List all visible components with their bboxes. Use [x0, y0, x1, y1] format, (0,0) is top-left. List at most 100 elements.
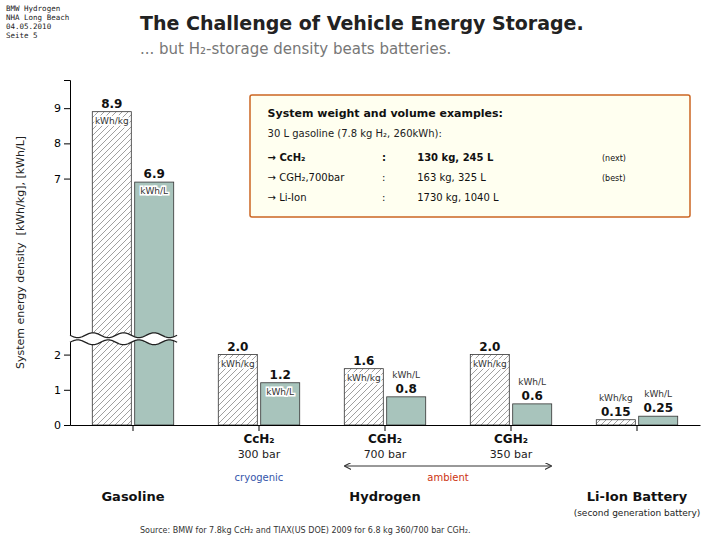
data-label: 6.9 [144, 167, 165, 181]
info-box: System weight and volume examples: 30 L g… [250, 95, 690, 217]
x-tick-mark [385, 425, 386, 431]
bar [261, 383, 300, 425]
y-tick-label: 1 [54, 384, 61, 397]
x-tick-label: CGH₂ [494, 432, 528, 446]
group-label: Hydrogen [349, 489, 420, 504]
data-label: 0.25 [643, 401, 673, 415]
y-tick-mark [64, 425, 70, 426]
bar [387, 397, 426, 425]
unit-label: kWh/kg [473, 359, 507, 369]
y-tick: 2 [54, 349, 70, 362]
title: The Challenge of Vehicle Energy Storage. [140, 12, 584, 34]
info-box-cell: : [382, 172, 385, 183]
info-box-cell: 130 kg, 245 L [417, 152, 494, 163]
unit-label: kWh/L [518, 377, 546, 387]
axis-break-fill [70, 333, 177, 345]
watermark: BMW Hydrogen [6, 4, 60, 13]
category-sublabel: 700 bar [364, 448, 407, 461]
info-box-title: System weight and volume examples: [268, 107, 503, 120]
data-label: 0.6 [522, 389, 543, 403]
x-tick: CGH₂ [494, 425, 528, 446]
x-tick-mark [511, 425, 512, 431]
x-tick-label: CcH₂ [243, 432, 274, 446]
y-tick-label: 9 [54, 102, 61, 115]
y-axis-line [64, 81, 71, 426]
bar [135, 182, 174, 425]
source: Source: BMW for 7.8kg CcH₂ and TIAX(US D… [140, 526, 471, 535]
storage-label: ambient [427, 472, 468, 483]
bar [218, 355, 257, 425]
info-box-cell: (best) [602, 174, 626, 183]
y-tick-label: 7 [54, 173, 61, 186]
x-tick [637, 425, 638, 431]
group-label: Li-Ion Battery [587, 489, 688, 504]
info-box-cell: 1730 kg, 1040 L [417, 192, 499, 203]
axis-break-line [70, 340, 177, 345]
y-tick-label: 8 [54, 137, 61, 150]
axis-break-line [70, 333, 177, 338]
unit-label: kWh/kg [221, 359, 255, 369]
y-tick-label: 2 [54, 349, 61, 362]
x-tick-mark [259, 425, 260, 431]
y-tick-mark [64, 355, 70, 356]
x-tick-mark [133, 425, 134, 431]
watermark: 04.05.2010 [6, 22, 52, 31]
category-annotations: 300 bar 700 bar 350 bar cryogenic ambient Gas… [101, 448, 700, 518]
chart: The Challenge of Vehicle Energy Storage.… [0, 0, 720, 540]
unit-label: kWh/L [266, 387, 294, 397]
bar [639, 416, 678, 425]
x-tick: CGH₂ [368, 425, 402, 446]
bar [513, 404, 552, 425]
x-tick-label: CGH₂ [368, 432, 402, 446]
data-label: 0.8 [396, 382, 417, 396]
y-tick: 7 [54, 173, 70, 186]
unit-label: kWh/L [392, 370, 420, 380]
data-label: 0.15 [601, 405, 631, 419]
x-tick: CcH₂ [243, 425, 274, 446]
bar [596, 420, 635, 425]
unit-label: kWh/L [644, 389, 672, 399]
group-note: (second generation battery) [574, 508, 701, 518]
y-tick: 0 [54, 419, 70, 432]
y-axis: 0 1 2 7 8 9 [54, 81, 71, 433]
data-label: 8.9 [101, 97, 122, 111]
storage-label: cryogenic [235, 472, 284, 483]
y-tick-mark [64, 390, 70, 391]
category-sublabel: 350 bar [490, 448, 533, 461]
watermark: Seite 5 [6, 31, 38, 40]
data-label: 2.0 [479, 340, 500, 354]
bar [92, 112, 131, 425]
category-sublabel: 300 bar [238, 448, 281, 461]
unit-label: kWh/L [140, 186, 168, 196]
y-tick-mark [64, 108, 70, 109]
plot: 0 1 2 7 8 9 CcH₂ CGH₂ CGH₂ 8.9 kWh/kg 2.0 kWh/kg 1.6 k… [54, 81, 701, 519]
data-label: 2.0 [227, 340, 248, 354]
y-tick-mark [64, 179, 70, 180]
info-box-cell: 163 kg, 325 L [417, 172, 486, 183]
y-tick: 9 [54, 102, 70, 115]
subtitle: ... but H₂-storage density beats batteri… [140, 40, 451, 58]
storage-arrow [345, 466, 551, 467]
axis-break [70, 333, 177, 345]
info-box-subtitle: 30 L gasoline (7.8 kg H₂, 260kWh): [268, 128, 442, 139]
x-tick [133, 425, 134, 431]
y-tick: 8 [54, 137, 70, 150]
y-tick-mark [64, 143, 70, 144]
data-label: 1.2 [270, 368, 291, 382]
info-box-cell: → CcH₂ [268, 152, 306, 163]
y-tick-label: 0 [54, 419, 61, 432]
info-box-frame [250, 95, 690, 217]
watermark: NHA Long Beach [6, 13, 69, 22]
unit-label: kWh/kg [599, 393, 633, 403]
bar [344, 369, 383, 425]
info-box-cell: : [382, 192, 385, 203]
y-axis-title: System energy density [kWh/kg], [kWh/L] [14, 136, 27, 369]
info-box-cell: → CGH₂,700bar [268, 172, 346, 183]
bar [470, 355, 509, 425]
group-label: Gasoline [101, 489, 164, 504]
x-axis: CcH₂ CGH₂ CGH₂ [71, 425, 701, 446]
unit-label: kWh/kg [347, 373, 381, 383]
info-box-cell: → Li-Ion [268, 192, 307, 203]
data-label: 1.6 [353, 354, 374, 368]
info-box-cell: : [382, 152, 386, 163]
